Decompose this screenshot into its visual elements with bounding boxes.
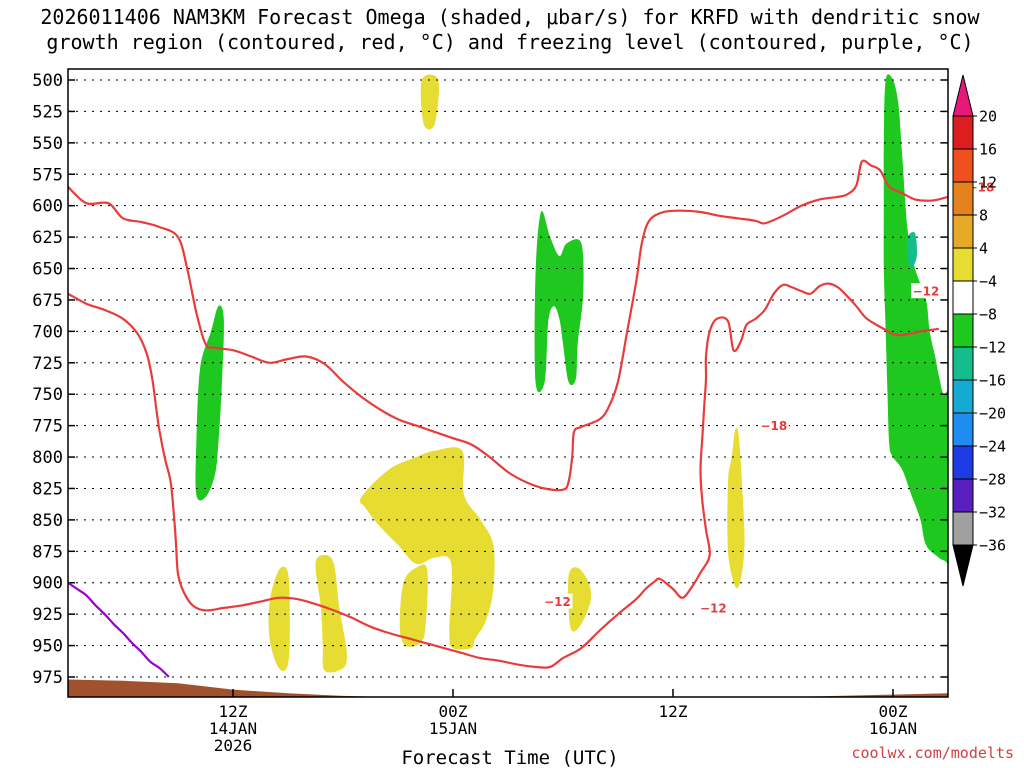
- colorbar-band: [952, 148, 974, 183]
- colorbar-label: −36: [979, 537, 1006, 555]
- x-tick-label: 00Z: [879, 702, 908, 721]
- omega-region-green-b: [534, 210, 584, 393]
- colorbar-band: [952, 214, 974, 249]
- chart-title-line2: growth region (contoured, red, °C) and f…: [46, 30, 973, 54]
- y-tick-label: 900: [32, 574, 63, 594]
- credit-text: coolwx.com/modelts: [851, 744, 1014, 762]
- colorbar-band: [952, 445, 974, 480]
- colorbar-band: [952, 115, 974, 150]
- colorbar-label: 20: [979, 108, 997, 126]
- y-tick-label: 850: [32, 511, 63, 531]
- omega-region-yellow-g: [727, 427, 745, 589]
- contour-minus18: [68, 159, 948, 492]
- omega-region-teal-c: [1006, 417, 1014, 463]
- x-tick-label: 16JAN: [869, 719, 917, 738]
- plot-area: −18 −18 −12 −12 −12: [67, 68, 1024, 698]
- colorbar-label: 16: [979, 141, 997, 159]
- y-tick-label: 600: [32, 197, 63, 217]
- omega-region-yellow-e: [268, 566, 290, 671]
- omega-region-yellow-d: [315, 555, 347, 673]
- x-tick-label: 2026: [214, 736, 253, 755]
- contour-label-background: [698, 599, 729, 615]
- y-tick-label: 575: [32, 165, 63, 185]
- chart-title-line1: 2026011406 NAM3KM Forecast Omega (shaded…: [40, 5, 980, 29]
- colorbar-label: −4: [979, 273, 997, 291]
- y-tick-label: 825: [32, 479, 63, 499]
- colorbar-label: −28: [979, 471, 1006, 489]
- omega-region-yellow-c: [399, 564, 428, 647]
- colorbar-band: [952, 313, 974, 348]
- y-tick-label: 650: [32, 260, 63, 280]
- omega-region-yellow-b: [359, 447, 495, 650]
- colorbar-label: −20: [979, 405, 1006, 423]
- colorbar-band: [952, 280, 974, 315]
- y-tick-label: 725: [32, 354, 63, 374]
- contour-label-background: [911, 283, 941, 299]
- colorbar-band: [952, 478, 974, 513]
- colorbar-band: [952, 379, 974, 414]
- y-tick-label: 525: [32, 102, 63, 122]
- colorbar-label: 8: [979, 207, 988, 225]
- colorbar-label: −24: [979, 438, 1006, 456]
- omega-region-teal-a: [906, 232, 917, 269]
- terrain-surface: [68, 679, 948, 697]
- contour-minus12: [68, 282, 939, 669]
- colorbar-band: [952, 346, 974, 381]
- y-tick-label: 975: [32, 668, 63, 688]
- colorbar: 20 16 12 8 4 −4 −8 −12 −16 −20 −24 −28 −32 −36: [952, 74, 1006, 587]
- contour-label: −12: [544, 595, 571, 609]
- colorbar-label: −12: [979, 339, 1006, 357]
- plot-frame: [67, 68, 949, 698]
- x-tick-label: 14JAN: [209, 719, 257, 738]
- colorbar-label: −16: [979, 372, 1006, 390]
- colorbar-label: 4: [979, 240, 988, 258]
- colorbar-label: −32: [979, 504, 1006, 522]
- y-tick-label: 700: [32, 322, 63, 342]
- y-tick-label: 800: [32, 448, 63, 468]
- colorbar-band: [952, 247, 974, 282]
- colorbar-label: −8: [979, 306, 997, 324]
- x-tick-label: 15JAN: [429, 719, 477, 738]
- x-tick-label: 12Z: [219, 702, 248, 721]
- freezing-level: [68, 581, 170, 678]
- y-tick-label: 500: [32, 71, 63, 91]
- y-tick-label: 775: [32, 417, 63, 437]
- omega-region-green-a: [195, 305, 224, 501]
- x-tick-label: 00Z: [439, 702, 468, 721]
- omega-region-green-c: [883, 74, 948, 564]
- y-tick-label: 750: [32, 385, 63, 405]
- contour-label-background: [758, 417, 789, 433]
- contour-label: −18: [760, 419, 787, 433]
- omega-region-yellow-a: [420, 74, 440, 130]
- colorbar-band: [952, 412, 974, 447]
- y-tick-label: 550: [32, 134, 63, 154]
- contour-label: −12: [700, 601, 727, 615]
- x-tick-label: 12Z: [659, 702, 688, 721]
- y-tick-label: 950: [32, 637, 63, 657]
- y-tick-label: 875: [32, 542, 63, 562]
- omega-region-yellow-i: [1002, 237, 1016, 320]
- colorbar-bottom-triangle: [952, 544, 974, 587]
- contour-label-background: [542, 593, 573, 609]
- contour-label: −18: [968, 180, 995, 194]
- x-axis-label: Forecast Time (UTC): [401, 747, 618, 768]
- y-tick-label: 675: [32, 291, 63, 311]
- omega-region-yellow-h: [1012, 160, 1024, 239]
- colorbar-top-triangle: [952, 74, 974, 117]
- y-tick-label: 625: [32, 228, 63, 248]
- y-tick-label: 925: [32, 605, 63, 625]
- colorbar-band: [952, 511, 974, 546]
- contour-label: −12: [913, 285, 940, 299]
- omega-region-yellow-f: [568, 567, 592, 632]
- colorbar-band: [952, 181, 974, 216]
- colorbar-label: 12: [979, 174, 997, 192]
